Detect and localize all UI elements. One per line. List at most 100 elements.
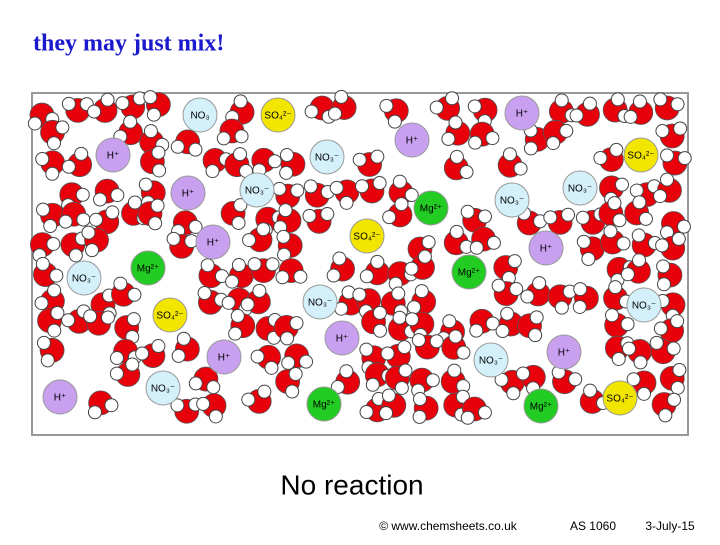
- water-molecule: [624, 195, 653, 226]
- water-molecule: [137, 198, 165, 231]
- water-molecule: [491, 278, 524, 306]
- hydrogen-atom: [326, 268, 341, 283]
- water-molecule: [37, 305, 65, 338]
- water-molecule: [61, 146, 93, 178]
- hydrogen-atom: [581, 252, 596, 267]
- hydrogen-atom: [288, 366, 303, 381]
- hydrogen-atom: [448, 115, 463, 130]
- ion: [195, 224, 231, 260]
- hydrogen-atom: [197, 286, 212, 301]
- water-molecule: [228, 308, 256, 341]
- hydrogen-atom: [379, 406, 394, 421]
- hydrogen-atom: [621, 341, 636, 356]
- hydrogen-atom: [370, 254, 385, 269]
- hydrogen-atom: [412, 409, 427, 424]
- hydrogen-atom: [660, 148, 675, 163]
- water-molecule: [604, 308, 635, 338]
- hydrogen-atom: [445, 91, 460, 106]
- hydrogen-atom: [205, 164, 220, 179]
- water-molecule: [411, 333, 444, 360]
- hydrogen-atom: [670, 380, 685, 395]
- hydrogen-atom: [561, 207, 576, 222]
- ion: [306, 386, 342, 422]
- hydrogen-atom: [265, 257, 280, 272]
- hydrogen-atom: [387, 114, 402, 129]
- hydrogen-atom: [278, 203, 293, 218]
- water-molecule: [33, 256, 64, 287]
- hydrogen-atom: [658, 408, 673, 423]
- hydrogen-atom: [673, 121, 688, 136]
- water-molecule: [602, 92, 632, 123]
- hydrogen-atom: [653, 92, 668, 107]
- hydrogen-atom: [127, 195, 142, 210]
- hydrogen-atom: [554, 300, 569, 315]
- hydrogen-atom: [666, 341, 681, 356]
- hydrogen-atom: [660, 172, 675, 187]
- water-molecule: [572, 282, 599, 314]
- hydrogen-atom: [206, 380, 221, 395]
- ion-label: SO₄²⁻: [606, 394, 633, 405]
- water-molecule: [380, 340, 412, 369]
- hydrogen-atom: [441, 131, 456, 146]
- hydrogen-atom: [615, 177, 630, 192]
- ion: [239, 172, 275, 208]
- hydrogen-atom: [257, 384, 272, 399]
- hydrogen-atom: [230, 308, 245, 323]
- water-molecule: [659, 363, 687, 395]
- water-molecule: [135, 339, 166, 368]
- hydrogen-atom: [47, 283, 62, 298]
- water-molecule: [272, 181, 305, 209]
- water-molecule: [329, 179, 360, 210]
- water-molecule: [111, 276, 142, 307]
- ion-label: H⁺: [207, 238, 220, 249]
- water-molecule: [441, 329, 471, 360]
- hydrogen-atom: [188, 376, 203, 391]
- ion: [152, 297, 188, 333]
- hydrogen-atom: [370, 149, 385, 164]
- hydrogen-atom: [293, 269, 308, 284]
- water-molecule: [651, 392, 682, 423]
- hydrogen-atom: [289, 316, 304, 331]
- ion-label: H⁺: [516, 109, 529, 120]
- water-molecule: [224, 147, 253, 178]
- hydrogen-atom: [632, 253, 647, 268]
- hydrogen-atom: [397, 340, 412, 355]
- hydrogen-atom: [327, 106, 342, 121]
- ion-label: Mg²⁺: [458, 268, 481, 279]
- hydrogen-atom: [100, 310, 115, 325]
- water-molecule: [460, 396, 492, 425]
- hydrogen-atom: [631, 228, 646, 243]
- ion-label: H⁺: [54, 393, 67, 404]
- hydrogen-atom: [50, 305, 65, 320]
- ion: [623, 137, 659, 173]
- water-molecule: [171, 331, 200, 363]
- hydrogen-atom: [573, 282, 588, 297]
- hydrogen-atom: [170, 398, 185, 413]
- water-molecule: [327, 89, 357, 121]
- hydrogen-atom: [170, 139, 185, 154]
- hydrogen-atom: [280, 331, 295, 346]
- hydrogen-atom: [632, 94, 647, 109]
- hydrogen-atom: [200, 258, 215, 273]
- ion-label: H⁺: [336, 334, 349, 345]
- hydrogen-atom: [304, 104, 319, 119]
- hydrogen-atom: [520, 289, 535, 304]
- hydrogen-atom: [231, 215, 246, 230]
- water-molecule: [87, 390, 119, 420]
- footer-source: © www.chemsheets.co.uk: [379, 519, 518, 533]
- water-molecule: [626, 370, 657, 401]
- hydrogen-atom: [252, 283, 267, 298]
- water-molecule: [593, 142, 624, 173]
- water-molecule: [649, 335, 681, 365]
- hydrogen-atom: [392, 174, 407, 189]
- water-molecule: [620, 253, 651, 284]
- water-molecule: [520, 276, 551, 307]
- water-molecule: [241, 384, 272, 414]
- ion: [309, 139, 345, 175]
- ion: [170, 175, 206, 211]
- ion-label: NO₃⁻: [568, 184, 592, 195]
- water-molecule: [255, 312, 282, 345]
- ion-label: SO₄²⁻: [264, 111, 291, 122]
- hydrogen-atom: [104, 398, 119, 413]
